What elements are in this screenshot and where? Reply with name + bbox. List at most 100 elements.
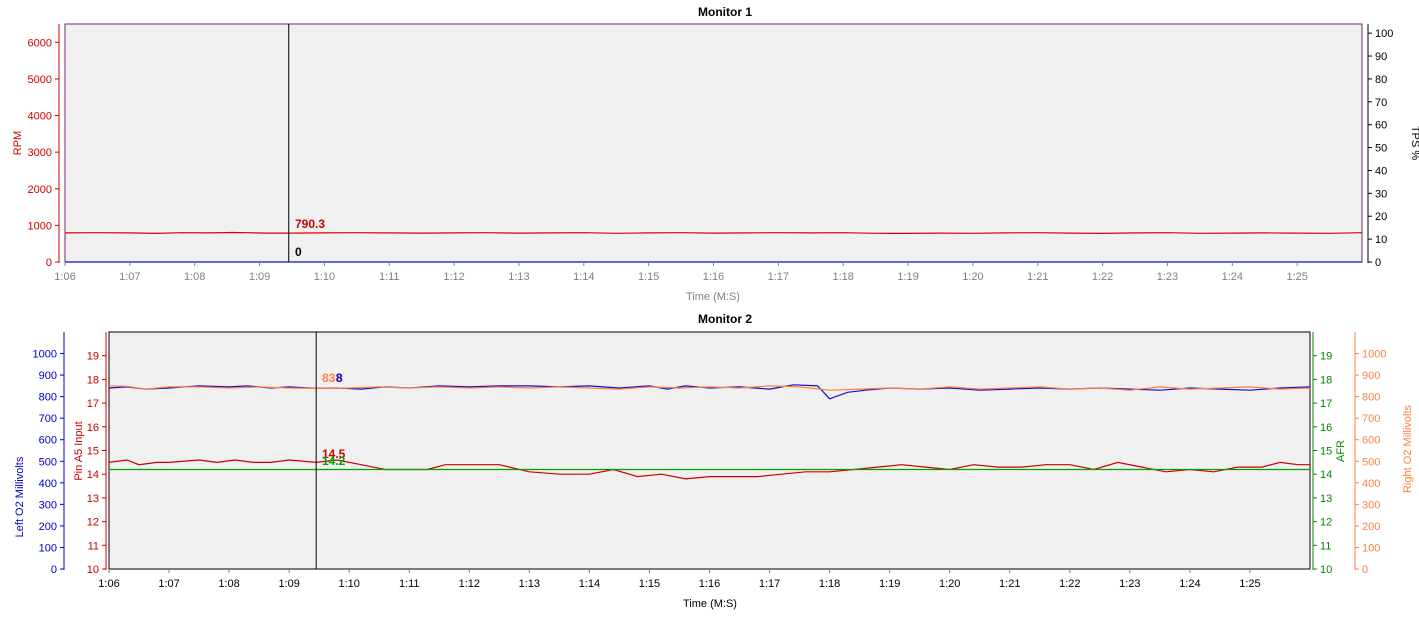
m2-x-tick-label: 1:13 <box>519 578 540 590</box>
m2-afr-tick-label: 17 <box>1320 398 1332 410</box>
m1-rpm-tick-label: 1000 <box>28 220 52 232</box>
monitor-2-pin-a5-readout: 14.5 <box>322 447 346 461</box>
m2-righto2-tick-label: 0 <box>1362 564 1368 576</box>
m1-rpm-tick-label: 3000 <box>28 147 52 159</box>
m1-x-tick-label: 1:17 <box>768 271 789 283</box>
m2-afr-tick-label: 13 <box>1320 493 1332 505</box>
m2-pina5-tick-label: 12 <box>87 517 99 529</box>
m2-righto2-tick-label: 200 <box>1362 521 1380 533</box>
m1-tps-tick-label: 40 <box>1375 165 1387 177</box>
m1-x-tick-label: 1:11 <box>379 271 400 283</box>
m2-x-tick-label: 1:24 <box>1179 578 1200 590</box>
m1-tps-tick-label: 50 <box>1375 143 1387 155</box>
monitor-2-title: Monitor 2 <box>698 312 752 326</box>
monitor-2-time-axis: 1:06 1:07 1:08 1:09 1:10 1:11 1:12 1:13 1:14 1:15… <box>98 569 1261 590</box>
m2-lefto2-tick-label: 0 <box>51 564 57 576</box>
m2-lefto2-tick-label: 100 <box>39 542 57 554</box>
m2-x-tick-label: 1:11 <box>399 578 420 590</box>
monitor-2-value-axes: 0100200300400500600700800900100010111213… <box>33 332 1386 576</box>
m2-righto2-tick-label: 400 <box>1362 478 1380 490</box>
m2-x-tick-label: 1:22 <box>1059 578 1080 590</box>
m1-rpm-tick-label: 6000 <box>28 37 52 49</box>
monitor-1-plot-area[interactable] <box>64 23 1363 263</box>
m2-lefto2-tick-label: 500 <box>39 456 57 468</box>
monitor-2-plot-area[interactable] <box>108 331 1311 570</box>
m2-series-right-o2 <box>108 385 1311 391</box>
m1-tps-tick-label: 0 <box>1375 257 1381 269</box>
monitor-2-right-o2-readout: 838 <box>322 371 342 385</box>
m2-lefto2-tick-label: 300 <box>39 499 57 511</box>
monitor-2-right-o2-axis-label: Right O2 Millivolts <box>1402 404 1414 493</box>
m1-series-rpm <box>64 231 1363 235</box>
monitor-1-rpm-readout: 790.3 <box>295 217 325 231</box>
m2-righto2-tick-label: 800 <box>1362 392 1380 404</box>
monitor-2-left-o2-axis-label: Left O2 Millivolts <box>14 456 26 537</box>
monitor-1-time-axis: 1:06 1:07 1:08 1:09 1:10 1:11 1:12 1:13 1:14 1:15… <box>54 262 1308 283</box>
m2-lefto2-tick-label: 400 <box>39 478 57 490</box>
monitor-2-afr-axis-label: AFR <box>1335 440 1347 462</box>
m1-rpm-tick-label: 5000 <box>28 74 52 86</box>
m2-x-tick-label: 1:25 <box>1239 578 1260 590</box>
m2-pina5-tick-label: 15 <box>87 446 99 458</box>
m1-x-tick-label: 1:12 <box>443 271 464 283</box>
monitor-1-x-axis-label: Time (M:S) <box>686 291 740 303</box>
m1-tps-tick-label: 90 <box>1375 51 1387 63</box>
m1-x-tick-label: 1:13 <box>508 271 529 283</box>
m2-pina5-tick-label: 11 <box>88 540 99 552</box>
m2-x-tick-label: 1:12 <box>459 578 480 590</box>
m2-afr-tick-label: 19 <box>1320 351 1332 363</box>
m2-x-tick-label: 1:16 <box>699 578 720 590</box>
m2-lefto2-tick-label: 1000 <box>33 349 57 361</box>
m1-x-tick-label: 1:10 <box>314 271 335 283</box>
monitor-2-afr-readout: 14.2 <box>322 454 346 468</box>
monitor-1-tps-readout: 0 <box>295 245 302 259</box>
m2-x-tick-label: 1:08 <box>218 578 239 590</box>
monitor-2-x-axis-label: Time (M:S) <box>683 598 737 610</box>
m1-rpm-tick-label: 2000 <box>28 184 52 196</box>
m1-rpm-tick-label: 4000 <box>28 111 52 123</box>
m2-afr-tick-label: 14 <box>1320 469 1332 481</box>
m1-x-tick-label: 1:06 <box>54 271 75 283</box>
m2-pina5-tick-label: 18 <box>87 374 99 386</box>
monitor-1-tps-axis-label: TPS % <box>1409 126 1419 160</box>
m2-x-tick-label: 1:10 <box>338 578 359 590</box>
m2-righto2-tick-label: 900 <box>1362 370 1380 382</box>
m2-afr-tick-label: 18 <box>1320 374 1332 386</box>
m1-tps-tick-label: 70 <box>1375 97 1387 109</box>
m2-x-tick-label: 1:07 <box>158 578 179 590</box>
m2-series-pin-a5-input <box>108 459 1310 480</box>
m2-x-tick-label: 1:18 <box>819 578 840 590</box>
m1-tps-tick-label: 80 <box>1375 74 1387 86</box>
m1-x-tick-label: 1:09 <box>249 271 270 283</box>
m2-x-tick-label: 1:15 <box>639 578 660 590</box>
m2-afr-tick-label: 16 <box>1320 422 1332 434</box>
m2-x-tick-label: 1:20 <box>939 578 960 590</box>
monitor-1-rpm-axis: 0 1000 2000 3000 4000 5000 6000 <box>28 24 60 269</box>
m2-lefto2-tick-label: 600 <box>39 435 57 447</box>
m2-x-tick-label: 1:06 <box>98 578 119 590</box>
m1-tps-tick-label: 20 <box>1375 211 1387 223</box>
m2-pina5-tick-label: 17 <box>87 398 99 410</box>
m2-lefto2-tick-label: 800 <box>39 392 57 404</box>
m2-pina5-tick-label: 19 <box>87 351 99 363</box>
m1-x-tick-label: 1:14 <box>573 271 594 283</box>
m2-righto2-tick-label: 500 <box>1362 456 1380 468</box>
m1-x-tick-label: 1:24 <box>1222 271 1243 283</box>
m1-x-tick-label: 1:07 <box>119 271 140 283</box>
m1-x-tick-label: 1:16 <box>703 271 724 283</box>
m1-x-tick-label: 1:23 <box>1157 271 1178 283</box>
m1-x-tick-label: 1:22 <box>1092 271 1113 283</box>
m1-tps-tick-label: 100 <box>1375 28 1393 40</box>
monitor-2-pin-a5-axis-label: Pin A5 Input <box>73 421 85 480</box>
m2-pina5-tick-label: 16 <box>87 422 99 434</box>
m1-x-tick-label: 1:20 <box>962 271 983 283</box>
m2-afr-tick-label: 15 <box>1320 446 1332 458</box>
m2-pina5-tick-label: 13 <box>87 493 99 505</box>
m2-afr-tick-label: 12 <box>1320 517 1332 529</box>
m2-x-tick-label: 1:14 <box>579 578 600 590</box>
m2-x-tick-label: 1:19 <box>879 578 900 590</box>
m1-tps-tick-label: 30 <box>1375 188 1387 200</box>
monitor-2-left-o2-readout: 8 <box>336 371 343 385</box>
